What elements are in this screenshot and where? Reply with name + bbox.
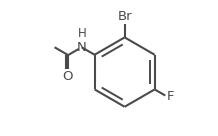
Text: Br: Br <box>117 10 132 23</box>
Text: H: H <box>78 27 87 40</box>
Text: F: F <box>167 90 174 103</box>
Text: N: N <box>77 41 87 54</box>
Text: O: O <box>62 70 73 83</box>
